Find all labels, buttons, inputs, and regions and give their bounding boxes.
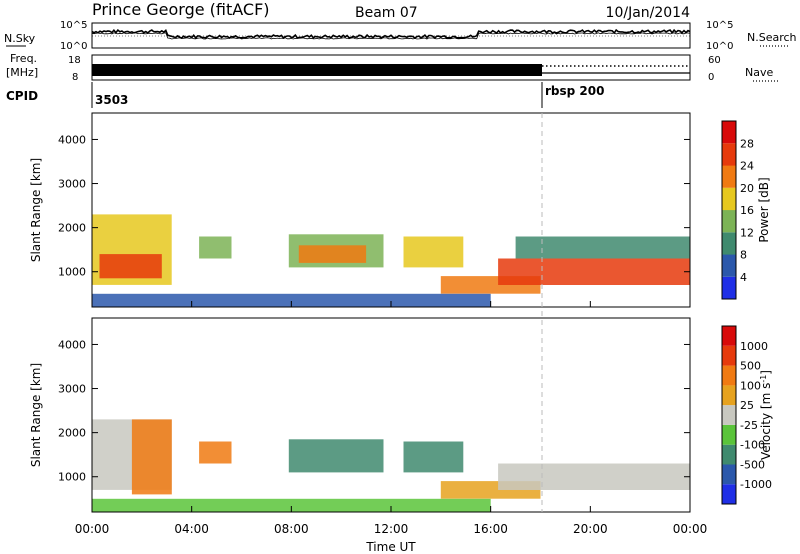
velocity-region-3 xyxy=(288,439,384,473)
cpid-label: CPID xyxy=(6,89,38,103)
noise-right-tick-bottom: 10^0 xyxy=(706,41,733,52)
velocity-ytick-label-2: 3000 xyxy=(58,383,86,396)
velocity-colorbar-tick-4: -25 xyxy=(740,419,758,432)
frequency-label-line2: [MHz] xyxy=(6,66,38,79)
noise-left-tick-top: 10^5 xyxy=(60,20,87,31)
velocity-colorbar-swatch-2 xyxy=(722,444,736,465)
velocity-region-4 xyxy=(403,441,464,473)
power-region-8 xyxy=(515,236,690,259)
velocity-colorbar: 1000 500 100 25 -25 -100 -500 -1000 xyxy=(721,325,772,505)
noise-search-trace xyxy=(91,32,691,40)
cpid-segment-2: rbsp 200 xyxy=(545,84,604,98)
power-region-1 xyxy=(99,254,162,279)
power-colorbar-frame xyxy=(721,120,737,300)
time-tick-label-5: 20:00 xyxy=(573,522,608,536)
beam-title: Beam 07 xyxy=(355,5,418,21)
velocity-region-1 xyxy=(131,419,172,495)
nave-tick-bottom: 0 xyxy=(708,72,714,83)
velocity-ytick-label-1: 2000 xyxy=(58,427,86,440)
power-colorbar-tick-4: 20 xyxy=(740,182,754,195)
power-region-4 xyxy=(298,245,367,263)
power-region-5 xyxy=(403,236,464,268)
noise-search-label: N.Search xyxy=(747,31,797,44)
power-region-2 xyxy=(199,236,232,259)
frequency-panel: Freq. [MHz] 18 8 60 0 Nave xyxy=(6,52,780,83)
noise-left-tick-bottom: 10^0 xyxy=(60,41,87,52)
cpid-segment-1: 3503 xyxy=(95,93,128,107)
nave-label: Nave xyxy=(745,66,773,79)
velocity-ytick-label-0: 1000 xyxy=(58,471,86,484)
power-colorbar-swatch-5 xyxy=(722,165,736,188)
power-colorbar-swatch-3 xyxy=(722,210,736,233)
velocity-region-2 xyxy=(199,441,232,464)
power-ytick-label-2: 3000 xyxy=(58,178,86,191)
velocity-colorbar-tick-0: 1000 xyxy=(740,340,768,353)
cpid-panel: CPID 3503 rbsp 200 xyxy=(6,82,604,108)
time-tick-label-0: 00:00 xyxy=(75,522,110,536)
velocity-panel: 1000 2000 3000 4000 Slant Range [km] 1000 50… xyxy=(29,317,774,513)
time-axis: 00:00 04:00 08:00 12:00 16:00 20:00 00:00 xyxy=(75,301,708,536)
power-y-axis-label: Slant Range [km] xyxy=(29,158,43,262)
velocity-colorbar-swatch-8 xyxy=(722,326,736,346)
date-title: 10/Jan/2014 xyxy=(606,5,691,21)
velocity-colorbar-tick-6: -500 xyxy=(740,458,765,471)
power-panel: 1000 2000 3000 4000 Slant Range [km] 4 8 12 16… xyxy=(29,112,771,308)
power-ytick-label-1: 2000 xyxy=(58,222,86,235)
velocity-colorbar-tick-1: 500 xyxy=(740,360,761,373)
time-tick-label-2: 08:00 xyxy=(274,522,309,536)
velocity-colorbar-swatch-4 xyxy=(722,405,736,425)
power-colorbar: 4 8 12 16 20 24 28 xyxy=(721,120,754,300)
velocity-region-6 xyxy=(498,463,690,490)
velocity-y-axis-label: Slant Range [km] xyxy=(29,363,43,467)
time-tick-label-1: 04:00 xyxy=(174,522,209,536)
time-tick-label-4: 16:00 xyxy=(473,522,508,536)
power-colorbar-swatch-0 xyxy=(722,276,736,300)
velocity-ytick-label-3: 4000 xyxy=(58,338,86,351)
power-ytick-label-3: 4000 xyxy=(58,133,86,146)
time-tick-label-6: 00:00 xyxy=(673,522,708,536)
velocity-colorbar-frame xyxy=(721,325,737,505)
noise-panel-frame xyxy=(91,22,691,49)
time-axis-label: Time UT xyxy=(365,540,416,554)
velocity-colorbar-swatch-5 xyxy=(722,385,736,406)
noise-right-tick-top: 10^5 xyxy=(706,20,733,31)
velocity-colorbar-swatch-3 xyxy=(722,424,736,445)
frequency-tick-bottom: 8 xyxy=(72,72,78,83)
power-colorbar-tick-6: 28 xyxy=(740,137,754,150)
velocity-colorbar-tick-3: 25 xyxy=(740,399,754,412)
power-colorbar-swatch-4 xyxy=(722,187,736,211)
power-colorbar-swatch-2 xyxy=(722,232,736,255)
power-colorbar-tick-3: 16 xyxy=(740,204,754,217)
frequency-label-line1: Freq. xyxy=(10,52,37,65)
time-tick-label-3: 12:00 xyxy=(374,522,409,536)
power-region-7 xyxy=(498,258,690,285)
power-colorbar-swatch-1 xyxy=(722,254,736,277)
power-colorbar-swatch-6 xyxy=(722,143,736,166)
power-y-ticks: 1000 2000 3000 4000 xyxy=(58,133,690,279)
frequency-band xyxy=(92,64,542,76)
velocity-colorbar-label: Velocity [m s-1] xyxy=(759,370,774,460)
station-title: Prince George (fitACF) xyxy=(92,0,270,19)
nave-tick-top: 60 xyxy=(708,55,721,66)
velocity-colorbar-swatch-7 xyxy=(722,345,736,366)
power-colorbar-tick-1: 8 xyxy=(740,249,747,262)
velocity-colorbar-tick-2: 100 xyxy=(740,379,761,392)
power-colorbar-tick-2: 12 xyxy=(740,226,754,239)
noise-panel: N.Sky 10^5 10^0 10^5 10^0 N.Search xyxy=(4,20,797,52)
power-colorbar-tick-5: 24 xyxy=(740,160,754,173)
frequency-tick-top: 18 xyxy=(68,55,81,66)
velocity-colorbar-tick-7: -1000 xyxy=(740,478,772,491)
velocity-colorbar-swatch-1 xyxy=(722,464,736,485)
power-ytick-label-0: 1000 xyxy=(58,266,86,279)
noise-sky-label: N.Sky xyxy=(4,32,36,45)
power-colorbar-label: Power [dB] xyxy=(757,177,771,242)
velocity-colorbar-swatch-6 xyxy=(722,365,736,386)
velocity-y-ticks: 1000 2000 3000 4000 xyxy=(58,338,690,484)
power-colorbar-tick-0: 4 xyxy=(740,271,747,284)
velocity-colorbar-tick-5: -100 xyxy=(740,439,765,452)
power-colorbar-swatch-7 xyxy=(722,121,736,144)
velocity-colorbar-swatch-0 xyxy=(722,484,736,504)
